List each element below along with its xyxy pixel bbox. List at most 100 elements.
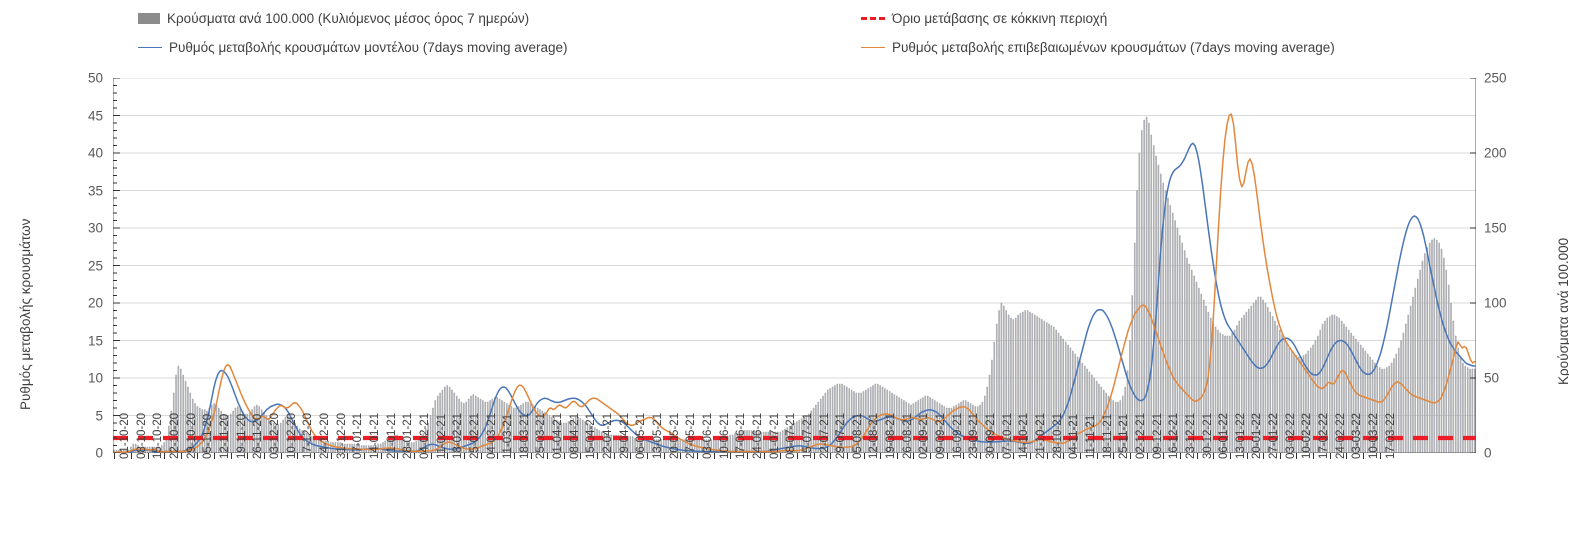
x-axis-tick-mark [130,453,132,459]
x-axis-tick-mark [1329,453,1331,459]
x-axis-tick-mark [314,453,315,459]
x-axis-tick-mark [963,453,965,459]
x-axis-tick-mark [1263,453,1265,459]
y-axis-right-tick: 150 [1484,220,1507,236]
y-axis-right-tick: 0 [1484,445,1492,461]
x-axis-tick-mark [597,453,599,459]
legend-item-threshold[interactable]: Όριο μετάβασης σε κόκκινη περιοχή [861,11,1107,26]
y-axis-right-tick: 250 [1484,70,1507,86]
y-axis-left-title: Ρυθμός μεταβολής κρουσμάτων [18,218,33,410]
y-axis-right-tick: 50 [1484,370,1500,386]
x-axis-tick-mark [763,453,765,459]
x-axis-tick-mark [1179,453,1181,459]
x-axis-tick-mark [1146,453,1148,459]
line-swatch-icon [138,47,162,48]
x-axis-tick-mark [880,453,882,459]
x-axis-tick-mark [563,453,565,459]
y-axis-left-tick: 50 [87,70,103,86]
y-axis-left-tick: 0 [95,445,103,461]
x-axis-tick-mark [1063,453,1065,459]
x-axis-tick-mark [164,453,166,459]
x-axis-tick-mark [1296,453,1298,459]
x-axis-tick-mark [1313,453,1315,459]
y-axis-left-tick: 45 [87,108,103,123]
x-axis-tick-mark [114,453,116,459]
x-axis-tick-mark [1079,453,1081,459]
x-axis-tick-mark [1346,453,1348,459]
legend-item-confirmed[interactable]: Ρυθμός μεταβολής επιβεβαιωμένων κρουσμάτ… [861,40,1335,55]
model-line [113,142,1476,453]
x-axis-tick-mark [830,453,832,459]
x-axis-tick-mark [380,453,382,459]
x-axis-tick-mark [1046,453,1048,459]
x-axis-tick-mark [280,453,282,459]
x-axis-tick-mark [1096,453,1098,459]
x-axis-tick-mark [846,453,848,459]
x-axis-tick-mark [530,453,532,459]
bar-series [113,116,1476,453]
x-axis-tick-mark [1013,453,1015,459]
x-axis-tick-mark [1246,453,1248,459]
x-axis-tick-mark [913,453,915,459]
x-axis-tick-mark [663,453,665,459]
y-axis-left-tick: 30 [87,220,103,236]
x-axis-tick-mark [247,453,249,459]
y-axis-left-tick: 40 [87,145,103,161]
x-axis-tick-mark [613,453,615,459]
x-axis-tick-mark [580,453,582,459]
x-axis-tick-mark [780,453,782,459]
plot-svg [113,78,1476,453]
x-axis-tick-mark [730,453,732,459]
x-axis-tick-mark [713,453,715,459]
x-axis-tick-mark [497,453,499,459]
y-axis-left-tick: 5 [95,408,103,423]
x-axis-tick-mark [230,453,232,459]
dashed-line-swatch-icon [861,17,885,20]
plot-area [113,78,1476,453]
x-axis-tick-mark [364,453,365,459]
x-axis-tick-mark [513,453,515,459]
x-axis-tick-mark [813,453,815,459]
y-axis-left-tick: 25 [87,258,103,273]
x-axis-tick-mark [946,453,948,459]
x-axis-tick-mark [214,453,216,459]
y-axis-right-tick: 200 [1484,145,1507,161]
x-axis-tick-mark [1113,453,1115,459]
y-axis-right-title: Κρούσματα ανά 100.000 [1556,237,1569,385]
x-axis-tick-mark [630,453,632,459]
x-axis-tick-mark [647,453,648,459]
x-axis-tick-mark [1279,453,1281,459]
x-axis-tick-mark [1213,453,1215,459]
legend-label-bars: Κρούσματα ανά 100.000 (Κυλιόμενος μέσος … [167,11,530,26]
legend-item-model[interactable]: Ρυθμός μεταβολής κρουσμάτων μοντέλου (7d… [138,40,568,55]
x-axis-tick-mark [796,453,798,459]
y-axis-right-tick: 100 [1484,295,1507,311]
confirmed-line [113,113,1476,453]
legend-label-confirmed: Ρυθμός μεταβολής επιβεβαιωμένων κρουσμάτ… [892,40,1335,55]
x-axis-tick-mark [463,453,465,459]
x-axis-tick-mark [197,453,199,459]
x-axis-tick-mark [1129,453,1131,459]
bar-swatch-icon [138,13,160,24]
x-axis-tick-mark [264,453,265,459]
x-axis-tick-mark [297,453,299,459]
x-axis-tick-mark [697,453,698,459]
x-axis-tick-mark [896,453,898,459]
y-axis-left-tick: 10 [87,370,103,386]
x-axis-tick-mark [980,453,981,459]
x-axis-tick-mark [397,453,399,459]
x-axis-tick-mark [996,453,998,459]
x-axis-tick-mark [480,453,482,459]
x-axis-tick-mark [1163,453,1165,459]
y-axis-left-tick: 35 [87,183,103,198]
x-axis-tick-mark [746,453,748,459]
legend-item-bars[interactable]: Κρούσματα ανά 100.000 (Κυλιόμενος μέσος … [138,11,529,26]
chart-legend: Κρούσματα ανά 100.000 (Κυλιόμενος μέσος … [0,0,1569,62]
x-axis-tick-mark [330,453,332,459]
x-axis-tick-mark [413,453,415,459]
legend-label-model: Ρυθμός μεταβολής κρουσμάτων μοντέλου (7d… [169,40,568,55]
x-axis-tick-mark [1229,453,1231,459]
x-axis-tick-mark [930,453,932,459]
y-axis-left-tick: 20 [87,295,103,311]
